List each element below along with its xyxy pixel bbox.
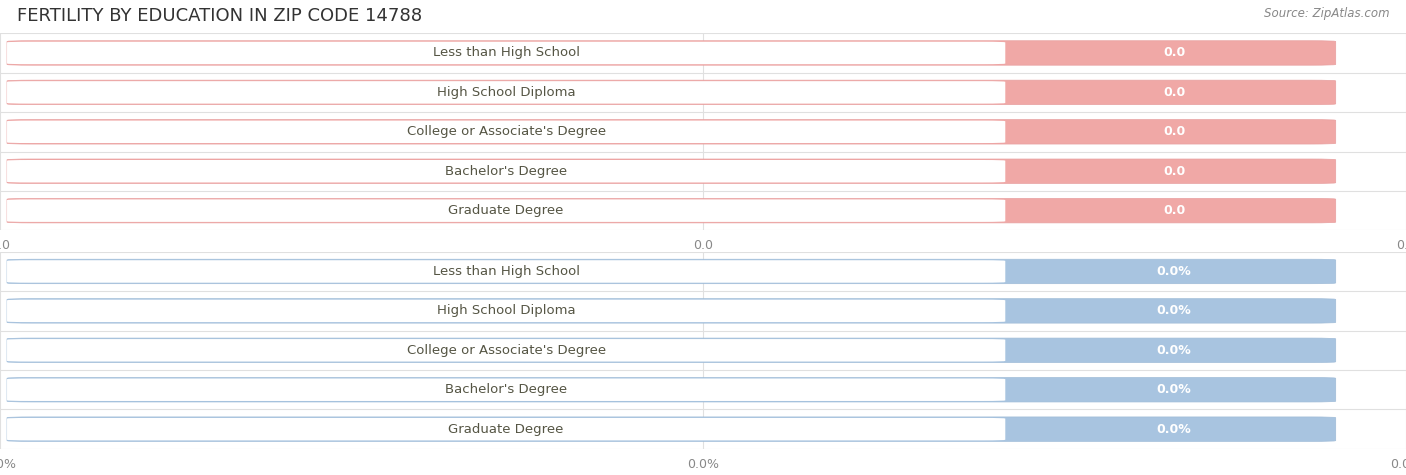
FancyBboxPatch shape (7, 81, 1005, 104)
FancyBboxPatch shape (7, 418, 1005, 440)
Text: Less than High School: Less than High School (433, 47, 579, 59)
FancyBboxPatch shape (7, 300, 1005, 322)
FancyBboxPatch shape (7, 260, 1005, 283)
Text: Bachelor's Degree: Bachelor's Degree (446, 383, 567, 396)
Text: College or Associate's Degree: College or Associate's Degree (406, 125, 606, 138)
Text: 0.0: 0.0 (1163, 86, 1185, 99)
FancyBboxPatch shape (7, 41, 1336, 65)
FancyBboxPatch shape (7, 259, 1336, 284)
FancyBboxPatch shape (7, 160, 1005, 182)
Text: 0.0%: 0.0% (1157, 304, 1191, 317)
Text: High School Diploma: High School Diploma (437, 304, 575, 317)
Text: 0.0: 0.0 (1163, 47, 1185, 59)
Text: Less than High School: Less than High School (433, 265, 579, 278)
FancyBboxPatch shape (7, 417, 1336, 441)
Text: High School Diploma: High School Diploma (437, 86, 575, 99)
FancyBboxPatch shape (7, 80, 1336, 104)
Text: Bachelor's Degree: Bachelor's Degree (446, 165, 567, 178)
FancyBboxPatch shape (7, 379, 1005, 401)
FancyBboxPatch shape (7, 159, 1336, 183)
FancyBboxPatch shape (7, 338, 1336, 362)
Text: Graduate Degree: Graduate Degree (449, 423, 564, 436)
Text: College or Associate's Degree: College or Associate's Degree (406, 344, 606, 357)
Text: Source: ZipAtlas.com: Source: ZipAtlas.com (1264, 7, 1389, 20)
FancyBboxPatch shape (7, 42, 1005, 64)
FancyBboxPatch shape (7, 199, 1336, 223)
Text: 0.0: 0.0 (1163, 165, 1185, 178)
Text: 0.0%: 0.0% (1157, 423, 1191, 436)
FancyBboxPatch shape (7, 200, 1005, 222)
Text: 0.0%: 0.0% (1157, 265, 1191, 278)
Text: 0.0: 0.0 (1163, 204, 1185, 217)
Text: 0.0%: 0.0% (1157, 344, 1191, 357)
FancyBboxPatch shape (7, 378, 1336, 402)
FancyBboxPatch shape (7, 121, 1005, 143)
FancyBboxPatch shape (7, 299, 1336, 323)
FancyBboxPatch shape (7, 120, 1336, 144)
Text: FERTILITY BY EDUCATION IN ZIP CODE 14788: FERTILITY BY EDUCATION IN ZIP CODE 14788 (17, 7, 422, 25)
Text: 0.0: 0.0 (1163, 125, 1185, 138)
Text: 0.0%: 0.0% (1157, 383, 1191, 396)
FancyBboxPatch shape (7, 339, 1005, 361)
Text: Graduate Degree: Graduate Degree (449, 204, 564, 217)
